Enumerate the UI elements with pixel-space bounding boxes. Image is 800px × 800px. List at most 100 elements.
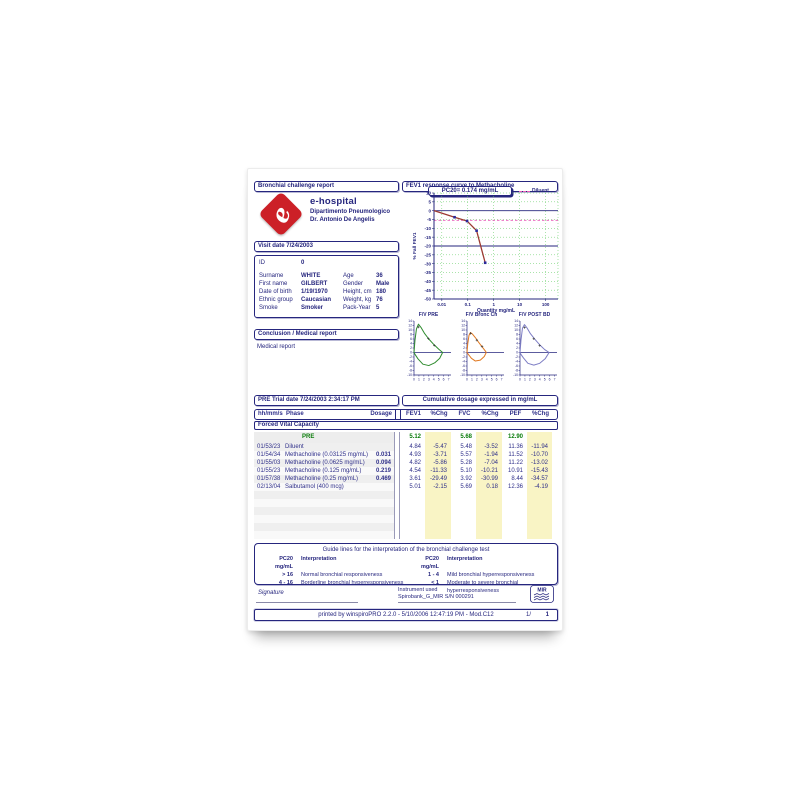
table-divider [394,491,400,499]
conclusion-bar: Conclusion / Medical report [254,329,399,340]
table-divider [394,467,400,475]
cell-phase: Methacholine (0.125 mg/mL) [282,467,368,475]
table-cell [502,499,527,507]
table-cell [502,491,527,499]
table-cell [425,432,451,443]
svg-text:2: 2 [423,378,425,382]
table-cell [400,523,425,531]
table-cell [254,531,282,539]
svg-text:2: 2 [463,346,465,350]
col-header: Dosage [370,411,392,417]
empty-table-row [254,499,558,507]
table-cell [476,523,502,531]
table-cell [502,515,527,523]
svg-text:3: 3 [481,378,483,382]
svg-text:6: 6 [463,337,465,341]
medical-report-text: Medical report [257,344,296,350]
table-row: 01/53/23 Diluent 4.84 -5.47 5.48 -3.52 11.36 -1… [254,443,558,451]
cell-dosage [368,443,394,451]
table-cell [368,523,394,531]
cell-time: 01/55/03 [254,459,282,467]
svg-text:-6: -6 [462,364,465,368]
svg-text:2: 2 [529,378,531,382]
svg-text:14: 14 [408,319,412,323]
svg-text:-8: -8 [515,369,518,373]
hospital-department: Dipartimento Pneumologico [310,209,391,215]
guide-interpretation: Borderline bronchial hyperresponsiveness [301,580,404,586]
patient-row: First name GILBERT Gender Male [259,280,394,288]
cell-fvc-chg: 0.18 [476,483,502,491]
svg-text:0: 0 [428,208,431,213]
svg-text:-4: -4 [409,360,412,364]
cell-fev1-chg: -5.86 [425,459,451,467]
svg-text:6: 6 [516,337,518,341]
svg-text:6: 6 [549,378,551,382]
table-row: 01/54/34 Methacholine (0.03125 mg/mL) 0.03… [254,451,558,459]
table-cell [527,507,552,515]
svg-text:Quantity mg/mL: Quantity mg/mL [477,308,515,313]
svg-text:-4: -4 [515,360,518,364]
svg-text:-10: -10 [513,373,518,377]
svg-text:-4: -4 [462,360,465,364]
patient-row: Surname WHITE Age 36 [259,272,394,280]
svg-text:-8: -8 [409,369,412,373]
cell-phase: Salbutamol (400 mcg) [282,483,368,491]
cell-dosage [368,483,394,491]
table-cell [476,515,502,523]
table-cell [451,491,476,499]
table-cell [282,523,368,531]
guide-interpretation: Moderate to severe bronchial hyperrespon… [447,580,519,594]
flow-volume-loop-panel: F/V PRE 14 12 10 8 6 4 2 0 -2 -4 -6 -8 -10 0 1 2 3 4 5 6 7 [403,312,454,398]
table-cell [282,531,368,539]
table-cell [527,491,552,499]
report-title-bar: Bronchial challenge report [254,181,399,192]
hospital-doctor: Dr. Antonio De Angelis [310,217,375,223]
guide-range: > 16 [282,572,293,578]
table-cell [368,531,394,539]
col-header: FVC [458,411,471,417]
mir-logo-icon: MIR [530,585,554,603]
pc20-value-box: PC20= 0.174 mg/mL [428,186,512,196]
svg-text:4: 4 [410,342,412,346]
table-cell [368,507,394,515]
svg-text:10: 10 [426,191,432,196]
pc20-row: PC20= 0.174 mg/mL Diluent [428,186,549,196]
patient-field-value: GILBERT [301,281,328,287]
svg-text:1: 1 [524,378,526,382]
guide-col-header: PC20 mg/mL [274,556,293,570]
svg-text:14: 14 [461,319,465,323]
cell-time: 01/55/23 [254,467,282,475]
table-divider [395,410,401,419]
table-cell [254,515,282,523]
svg-text:10: 10 [517,302,523,307]
guide-col-header: Interpretation [301,556,337,562]
patient-field-value: Male [376,281,390,287]
patient-field-value: 1/19/1970 [301,289,328,295]
table-cell [425,515,451,523]
cell-phase: Diluent [282,443,368,451]
patient-field-label: Date of birth [259,289,292,295]
table-cell [368,515,394,523]
pre-pef: 12.90 [502,432,527,443]
svg-text:4: 4 [433,378,435,382]
table-row: 01/57/38 Methacholine (0.25 mg/mL) 0.469 3.… [254,475,558,483]
empty-table-row [254,523,558,531]
flow-volume-loops: F/V PRE 14 12 10 8 6 4 2 0 -2 -4 -6 -8 -10 0 1 2 3 4 5 6 7 F/V… [403,312,560,398]
footer-bar: printed by winspiroPRO 2.2.0 - 5/10/2006… [254,609,558,621]
svg-text:-45: -45 [424,288,431,293]
patient-field-label: Gender [343,281,364,287]
cell-phase: Methacholine (0.25 mg/mL) [282,475,368,483]
svg-text:0: 0 [463,351,465,355]
cell-fev1: 3.61 [400,475,425,483]
table-cell [368,491,394,499]
svg-text:8: 8 [463,333,465,337]
table-divider [394,459,400,467]
table-cell [527,523,552,531]
svg-text:-30: -30 [424,261,431,266]
instrument-value: Spirobank_G_MIR S/N 000291 [398,594,474,600]
patient-field-label [343,259,376,267]
svg-text:-6: -6 [409,364,412,368]
guide-lines-box: Guide lines for the interpretation of th… [254,543,558,594]
cell-fev1-chg: -29.49 [425,475,451,483]
patient-id-row: ID 0 [259,259,394,267]
